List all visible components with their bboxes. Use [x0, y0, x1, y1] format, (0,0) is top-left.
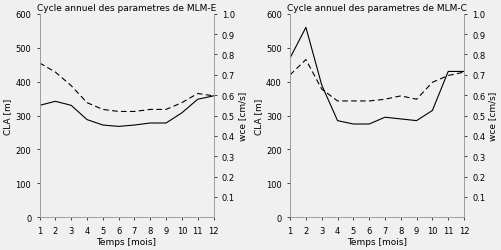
Title: Cycle annuel des parametres de MLM-C: Cycle annuel des parametres de MLM-C — [287, 4, 467, 13]
Y-axis label: wce [cm/s]: wce [cm/s] — [238, 92, 247, 140]
Y-axis label: CLA [m]: CLA [m] — [4, 98, 13, 134]
Y-axis label: CLA [m]: CLA [m] — [254, 98, 263, 134]
X-axis label: Temps [mois]: Temps [mois] — [97, 238, 156, 246]
X-axis label: Temps [mois]: Temps [mois] — [347, 238, 407, 246]
Title: Cycle annuel des parametres de MLM-E: Cycle annuel des parametres de MLM-E — [37, 4, 216, 13]
Y-axis label: wce [cm/s]: wce [cm/s] — [488, 92, 497, 140]
